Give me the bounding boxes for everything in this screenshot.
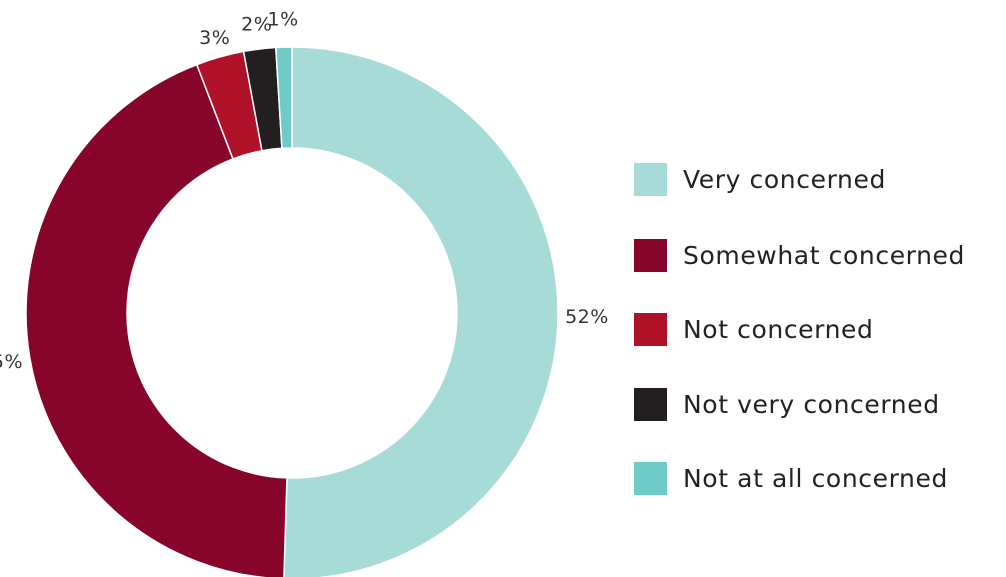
legend-label: Not very concerned [683, 389, 940, 419]
slice-very-concerned [283, 46, 559, 577]
legend-item-very-concerned: Very concerned [634, 162, 886, 196]
legend-swatch [634, 461, 667, 495]
legend-label: Somewhat concerned [683, 240, 966, 270]
donut-slices [25, 46, 559, 577]
value-label-not-concerned: 3% [199, 27, 230, 49]
legend-item-not-at-all-concerned: Not at all concerned [634, 461, 948, 495]
legend-label: Not concerned [683, 314, 874, 344]
legend-item-somewhat-concerned: Somewhat concerned [634, 238, 965, 272]
legend-item-not-concerned: Not concerned [634, 312, 874, 346]
slice-value-labels: 52% 45% 3% 2%1% [0, 9, 609, 373]
value-label-somewhat-concerned: 45% [0, 351, 23, 373]
legend-label: Very concerned [683, 164, 886, 194]
slice-somewhat-concerned [25, 63, 288, 577]
slice-not-at-all-concerned [274, 46, 293, 150]
value-label-not-very-concerned: 2% [241, 14, 272, 36]
value-label-very-concerned: 52% [565, 306, 609, 328]
legend-swatch [634, 238, 667, 272]
legend-item-not-very-concerned: Not very concerned [634, 387, 940, 421]
legend-label: Not at all concerned [683, 463, 948, 493]
legend-swatch [634, 312, 667, 346]
legend-swatch [634, 387, 667, 421]
legend-swatch [634, 162, 667, 196]
value-label-not-at-all-concerned: 1% [267, 9, 298, 31]
